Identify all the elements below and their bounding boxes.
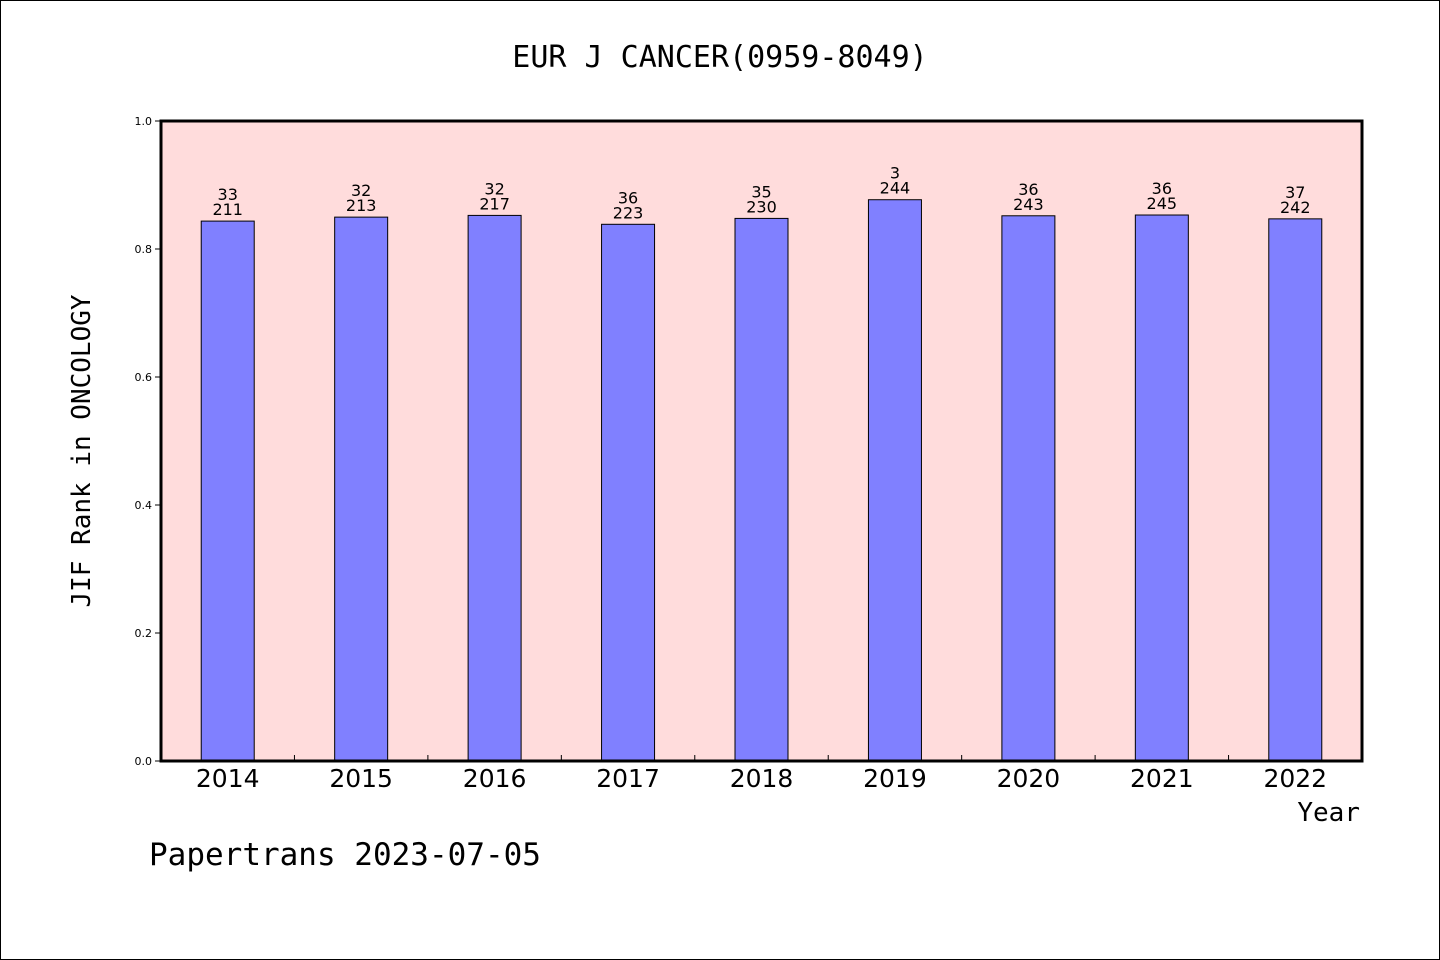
x-tick-label: 2014 bbox=[196, 764, 260, 793]
bar-2022 bbox=[1268, 218, 1323, 762]
data-label-rank: 37 bbox=[1285, 183, 1305, 202]
data-label-total: 217 bbox=[479, 194, 510, 213]
x-tick-label: 2020 bbox=[997, 764, 1061, 793]
y-tick-label: 0.4 bbox=[135, 499, 153, 512]
x-tick-label: 2021 bbox=[1130, 764, 1194, 793]
data-label-total: 223 bbox=[613, 203, 644, 222]
x-tick-label: 2016 bbox=[463, 764, 527, 793]
x-axis-label: Year bbox=[1297, 798, 1360, 828]
data-label-rank: 32 bbox=[484, 179, 504, 198]
y-tick-label: 1.0 bbox=[135, 115, 153, 128]
y-axis: 0.0 0.2 0.4 0.6 0.8 1.0 bbox=[135, 115, 161, 768]
x-tick-label: 2017 bbox=[596, 764, 660, 793]
bar-2020 bbox=[1001, 215, 1056, 762]
data-label-total: 230 bbox=[746, 197, 777, 216]
y-tick-label: 0.2 bbox=[135, 627, 153, 640]
data-label-rank: 36 bbox=[618, 188, 638, 207]
x-tick-label: 2022 bbox=[1263, 764, 1327, 793]
bar-2018 bbox=[734, 217, 789, 762]
data-label-rank: 33 bbox=[218, 185, 238, 204]
data-label-rank: 3 bbox=[890, 164, 900, 183]
chart-title: EUR J CANCER(0959-8049) bbox=[512, 40, 927, 75]
bars-group bbox=[200, 199, 1323, 762]
y-tick-label: 0.6 bbox=[135, 371, 153, 384]
bar-2014 bbox=[200, 220, 255, 762]
data-label-total: 242 bbox=[1280, 198, 1311, 217]
footer-credit: Papertrans 2023-07-05 bbox=[149, 837, 541, 873]
y-tick-label: 0.8 bbox=[135, 243, 153, 256]
data-label-rank: 36 bbox=[1018, 180, 1038, 199]
data-label-total: 245 bbox=[1147, 194, 1178, 213]
y-tick-label: 0.0 bbox=[135, 755, 153, 768]
bar-2021 bbox=[1134, 214, 1189, 762]
y-axis-label: JIF Rank in ONCOLOGY bbox=[67, 294, 97, 607]
x-tick-label: 2018 bbox=[730, 764, 794, 793]
data-label-total: 244 bbox=[880, 179, 911, 198]
data-label-total: 213 bbox=[346, 196, 377, 215]
bar-2016 bbox=[467, 214, 522, 762]
data-label-rank: 36 bbox=[1152, 179, 1172, 198]
data-label-rank: 35 bbox=[751, 182, 771, 201]
bar-2017 bbox=[601, 223, 656, 762]
x-tick-label: 2019 bbox=[863, 764, 927, 793]
bar-2015 bbox=[334, 216, 389, 762]
x-tick-label: 2015 bbox=[329, 764, 393, 793]
data-label-total: 211 bbox=[212, 200, 243, 219]
x-axis: 2014 2015 2016 2017 2018 2019 2020 2021 2022 bbox=[196, 755, 1327, 793]
data-label-rank: 32 bbox=[351, 181, 371, 200]
bar-2019 bbox=[867, 199, 922, 762]
data-label-total: 243 bbox=[1013, 195, 1044, 214]
plot-border bbox=[159, 119, 1364, 763]
